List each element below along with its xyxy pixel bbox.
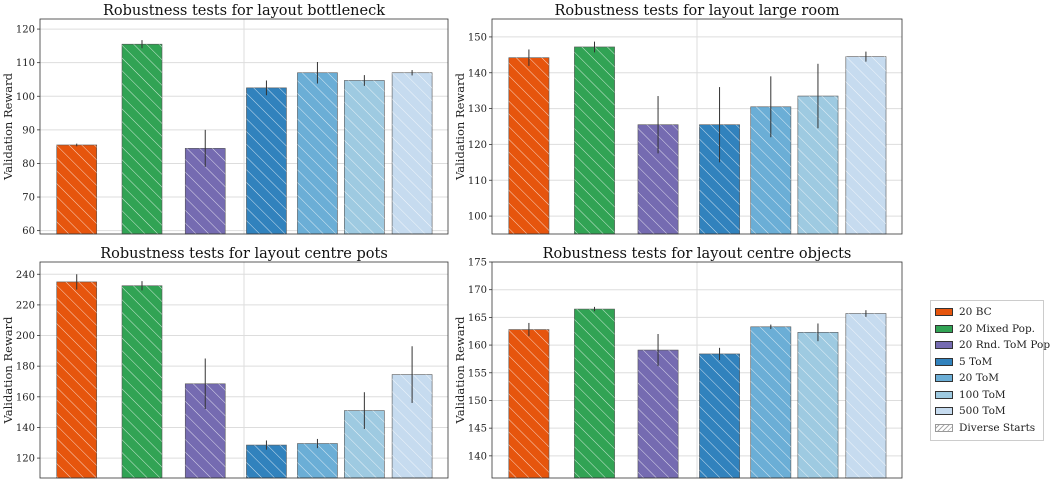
y-tick-label: 90 bbox=[22, 125, 35, 136]
bar-hatch bbox=[344, 80, 385, 234]
y-tick-label: 150 bbox=[468, 396, 487, 407]
bar-hatch bbox=[574, 46, 615, 235]
chart-title: Robustness tests for layout large room bbox=[554, 3, 839, 19]
y-axis-label: Validation Reward bbox=[1, 72, 15, 181]
bar-hatch bbox=[699, 353, 740, 478]
legend-label: 20 Mixed Pop. bbox=[959, 322, 1036, 335]
y-tick-label: 140 bbox=[16, 423, 35, 434]
legend-swatch bbox=[935, 374, 953, 383]
legend-item: 20 Mixed Pop. bbox=[935, 321, 1039, 338]
legend-swatch bbox=[935, 324, 953, 333]
legend-item: 500 ToM bbox=[935, 403, 1039, 420]
legend-item: 20 BC bbox=[935, 304, 1039, 321]
legend-item: 5 ToM bbox=[935, 354, 1039, 371]
bar-hatch bbox=[122, 44, 162, 234]
legend-label: Diverse Starts bbox=[959, 421, 1036, 434]
legend-swatch bbox=[935, 423, 953, 432]
bar-hatch bbox=[845, 56, 887, 234]
y-axis-label: Validation Reward bbox=[453, 72, 467, 181]
chart-panel-4: 140 145 150 155 160 165 170 175 Robustness tests… bbox=[453, 246, 903, 479]
legend-item: Diverse Starts bbox=[935, 420, 1039, 437]
y-tick-label: 120 bbox=[16, 25, 35, 36]
legend-swatch bbox=[935, 357, 953, 366]
y-tick-label: 200 bbox=[16, 331, 35, 342]
y-tick-label: 150 bbox=[468, 32, 487, 43]
y-tick-label: 80 bbox=[22, 159, 35, 170]
bar-hatch bbox=[637, 350, 679, 478]
y-tick-label: 120 bbox=[16, 454, 35, 465]
bar-hatch bbox=[246, 87, 287, 234]
legend-label: 5 ToM bbox=[959, 355, 993, 368]
y-tick-label: 175 bbox=[468, 258, 487, 269]
y-tick-label: 180 bbox=[16, 362, 35, 373]
y-tick-label: 110 bbox=[16, 58, 35, 69]
y-axis-label: Validation Reward bbox=[1, 316, 15, 425]
legend: 20 BC 20 Mixed Pop. 20 Rnd. ToM Pop. 5 ToM 2… bbox=[930, 300, 1050, 441]
y-tick-label: 220 bbox=[16, 300, 35, 311]
bar-hatch bbox=[750, 326, 791, 478]
bar-hatch bbox=[56, 144, 97, 234]
y-tick-label: 70 bbox=[22, 193, 35, 204]
legend-item: 20 Rnd. ToM Pop. bbox=[935, 337, 1050, 354]
y-tick-label: 240 bbox=[16, 270, 35, 281]
y-tick-label: 165 bbox=[468, 313, 487, 324]
legend-label: 500 ToM bbox=[959, 405, 1006, 418]
chart-title: Robustness tests for layout bottleneck bbox=[103, 3, 385, 19]
legend-swatch bbox=[935, 308, 953, 317]
y-tick-label: 140 bbox=[468, 451, 487, 462]
legend-item: 100 ToM bbox=[935, 387, 1039, 404]
y-tick-label: 100 bbox=[468, 212, 487, 223]
y-tick-label: 100 bbox=[16, 92, 35, 103]
bar-hatch bbox=[297, 72, 338, 234]
bar-hatch bbox=[508, 57, 549, 235]
bar-hatch bbox=[122, 285, 162, 478]
plot-frame bbox=[491, 261, 903, 479]
y-tick-label: 130 bbox=[468, 104, 487, 115]
chart-panel-3: 120 140 160 180 200 220 240 Robustness tests fo… bbox=[1, 246, 449, 479]
legend-swatch bbox=[935, 390, 953, 399]
y-axis-label: Validation Reward bbox=[453, 316, 467, 425]
plot-frame bbox=[39, 261, 449, 479]
legend-label: 20 BC bbox=[959, 306, 992, 319]
legend-label: 100 ToM bbox=[959, 388, 1006, 401]
y-tick-label: 170 bbox=[468, 285, 487, 296]
y-tick-label: 60 bbox=[22, 226, 35, 237]
bar-hatch bbox=[56, 281, 97, 478]
legend-swatch bbox=[935, 407, 953, 416]
y-tick-label: 155 bbox=[468, 368, 487, 379]
y-tick-label: 160 bbox=[16, 392, 35, 403]
y-tick-label: 145 bbox=[468, 424, 487, 435]
bar-hatch bbox=[797, 332, 839, 478]
bar-hatch bbox=[845, 313, 887, 478]
bar-hatch bbox=[574, 309, 615, 478]
legend-label: 20 ToM bbox=[959, 372, 999, 385]
legend-label: 20 Rnd. ToM Pop. bbox=[959, 339, 1050, 352]
bar-hatch bbox=[297, 443, 338, 478]
bar-hatch bbox=[508, 329, 549, 478]
bar-hatch bbox=[246, 445, 287, 478]
legend-swatch bbox=[935, 341, 953, 350]
bar-hatch bbox=[392, 72, 433, 234]
plot-frame bbox=[491, 18, 903, 235]
chart-panel-1: 60 70 80 90 100 110 120 Robustness tests for la… bbox=[1, 3, 449, 237]
y-tick-label: 110 bbox=[468, 176, 487, 187]
legend-item: 20 ToM bbox=[935, 370, 1039, 387]
chart-panel-2: 100 110 120 130 140 150 Robustness tests for l… bbox=[453, 3, 903, 235]
y-tick-label: 160 bbox=[468, 341, 487, 352]
y-tick-label: 120 bbox=[468, 140, 487, 151]
chart-title: Robustness tests for layout centre objec… bbox=[543, 246, 852, 262]
y-tick-label: 140 bbox=[468, 68, 487, 79]
chart-title: Robustness tests for layout centre pots bbox=[100, 246, 388, 262]
plot-frame bbox=[39, 18, 449, 235]
